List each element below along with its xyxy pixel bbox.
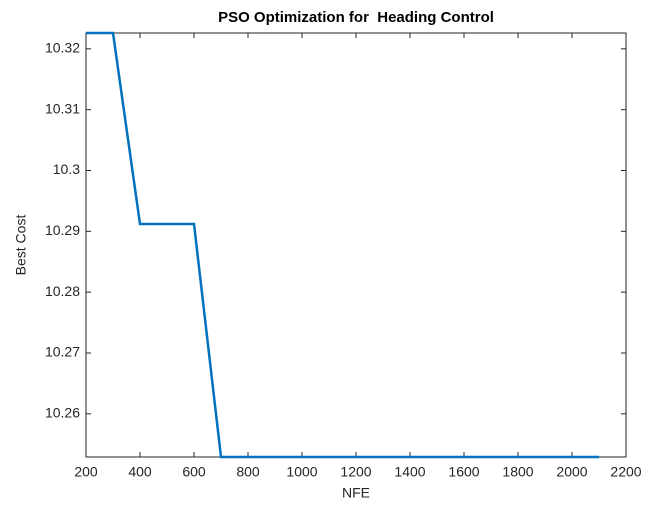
x-tick-label: 400 (128, 464, 152, 480)
x-tick-label: 200 (74, 464, 98, 480)
y-tick-label: 10.31 (45, 100, 80, 116)
x-tick-label: 1800 (502, 464, 533, 480)
y-tick-label: 10.28 (45, 283, 80, 299)
y-tick-label: 10.3 (53, 161, 80, 177)
x-tick-label: 2000 (556, 464, 587, 480)
x-tick-label: 1200 (340, 464, 371, 480)
x-tick-label: 800 (236, 464, 260, 480)
x-tick-label: 1600 (448, 464, 479, 480)
y-tick-label: 10.26 (45, 405, 80, 421)
chart-title: PSO Optimization for Heading Control (218, 9, 494, 26)
y-tick-label: 10.27 (45, 344, 80, 360)
x-tick-label: 1400 (394, 464, 425, 480)
y-tick-label: 10.32 (45, 40, 80, 56)
y-tick-label: 10.29 (45, 222, 80, 238)
line (86, 31, 599, 459)
x-tick-label: 600 (182, 464, 206, 480)
x-tick-label: 2200 (610, 464, 641, 480)
x-axis-label: NFE (342, 485, 370, 501)
y-axis-label: Best Cost (13, 215, 29, 276)
x-tick-label: 1000 (286, 464, 317, 480)
